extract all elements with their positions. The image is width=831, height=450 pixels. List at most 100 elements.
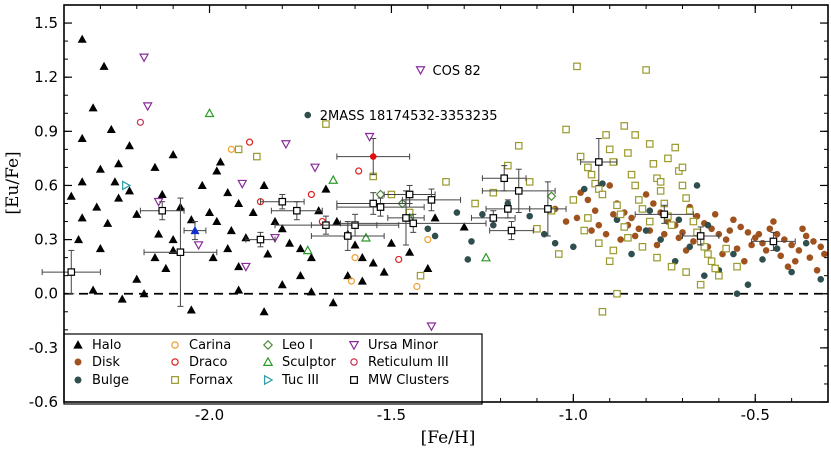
data-point-halo <box>154 229 164 238</box>
data-point-halo <box>386 238 396 247</box>
data-point-fornax <box>471 199 479 208</box>
legend-marker-halo <box>73 340 83 349</box>
x-tick-label: -1.5 <box>377 406 406 424</box>
annotation-2mass: 2MASS 18174532-3353235 <box>320 109 498 124</box>
data-point-disk <box>690 238 697 245</box>
legend-marker-leo-i <box>262 339 274 351</box>
data-point-bulge <box>646 207 654 215</box>
x-tick-label: -2.0 <box>195 406 224 424</box>
data-point-halo <box>132 209 142 218</box>
data-point-mw-clusters <box>769 237 778 246</box>
data-point-halo <box>423 263 433 272</box>
data-point-mw-clusters <box>376 203 385 211</box>
x-tick-label: -0.5 <box>741 406 770 424</box>
data-point-fornax <box>584 163 592 172</box>
data-point-disk <box>711 211 719 218</box>
data-point-bulge <box>431 232 439 240</box>
data-point-fornax <box>631 181 639 190</box>
data-point-halo <box>77 177 87 186</box>
data-point-fornax <box>587 170 596 179</box>
data-point-disk <box>777 252 785 260</box>
data-point-halo <box>357 253 367 262</box>
data-point-halo <box>234 198 244 207</box>
data-point-bulge <box>642 227 650 234</box>
tick-labels: -2.0 -1.5 -1.0 -0.5 -0.6 -0.3 0.0 0.3 0.6 0.9 1.2 1… <box>29 14 770 424</box>
data-point-draco <box>355 167 363 175</box>
data-point-bulge <box>704 221 712 229</box>
data-point-sculptor <box>204 108 215 118</box>
series-highlight-red <box>336 138 411 176</box>
data-point-halo <box>88 285 98 294</box>
data-point-mw-clusters <box>256 235 265 244</box>
data-point-sculptor <box>328 174 339 184</box>
series-draco <box>245 138 403 264</box>
data-point-mw-clusters <box>343 232 352 240</box>
series-fornax <box>234 62 741 316</box>
data-point-mw-clusters <box>409 219 418 228</box>
data-point-fornax <box>700 243 709 251</box>
data-points-layer <box>41 34 828 332</box>
data-point-fornax <box>613 201 621 210</box>
y-tick-label: -0.3 <box>29 339 58 357</box>
data-point-disk <box>791 257 799 265</box>
data-point-carina <box>413 282 421 291</box>
data-point-halo <box>95 243 105 253</box>
data-point-halo <box>248 207 258 217</box>
data-point-halo <box>150 162 160 171</box>
data-point-fornax <box>562 125 570 134</box>
data-point-mw-clusters <box>278 197 287 206</box>
legend-marker-reticulum-iii <box>350 358 358 366</box>
data-point-disk <box>606 182 614 189</box>
legend-marker-draco <box>171 358 179 366</box>
data-point-fornax <box>689 217 698 226</box>
data-point-disk <box>650 200 657 207</box>
data-point-fornax <box>635 196 643 204</box>
data-point-halo <box>157 189 167 198</box>
data-point-fornax <box>722 244 730 253</box>
legend-label-reticulum-iii: Reticulum III <box>368 355 449 370</box>
data-point-halo <box>223 188 233 197</box>
data-point-halo <box>77 213 87 222</box>
legend-marker-carina <box>171 341 179 349</box>
data-point-carina <box>347 277 356 285</box>
data-point-disk <box>770 218 777 225</box>
data-point-halo <box>259 180 269 189</box>
series-halo <box>66 34 469 316</box>
legend-label-tuc-iii: Tuc III <box>281 373 319 388</box>
data-point-ursa-minor <box>426 322 437 332</box>
data-point-disk <box>617 236 624 243</box>
data-point-bulge <box>657 236 664 243</box>
data-point-highlight-red <box>369 153 377 160</box>
data-point-disk <box>722 236 730 243</box>
series-reticulum-iii <box>136 118 144 126</box>
y-tick-label: -0.6 <box>29 393 58 411</box>
data-point-fornax <box>442 178 450 186</box>
data-point-carina <box>424 235 432 244</box>
data-point-bulge <box>453 209 461 216</box>
data-point-halo <box>357 276 367 285</box>
data-point-fornax <box>624 149 632 157</box>
data-point-fornax <box>696 280 705 289</box>
data-point-halo <box>277 280 287 289</box>
data-point-halo <box>328 298 338 307</box>
data-point-fornax <box>624 233 632 242</box>
legend-box <box>63 333 483 405</box>
data-point-halo <box>212 216 222 226</box>
data-point-disk <box>733 245 741 252</box>
data-point-mw-clusters <box>351 221 359 229</box>
data-point-disk <box>766 225 774 233</box>
data-point-halo <box>66 191 76 200</box>
data-point-disk <box>602 230 610 238</box>
data-point-draco <box>245 138 254 146</box>
annotation-layer: COS 82 2MASS 18174532-3353235 <box>320 64 498 124</box>
data-point-fornax <box>707 257 716 266</box>
data-point-mw-clusters <box>176 248 185 257</box>
data-point-halo <box>212 166 222 175</box>
data-point-disk <box>730 216 737 224</box>
data-point-disk <box>595 221 603 229</box>
y-tick-label: 0.3 <box>34 231 58 249</box>
y-tick-label: 0.0 <box>34 285 58 303</box>
legend-label-sculptor: Sculptor <box>282 355 337 370</box>
data-point-fornax <box>616 210 625 219</box>
annotation-cos-82: COS 82 <box>433 64 481 79</box>
